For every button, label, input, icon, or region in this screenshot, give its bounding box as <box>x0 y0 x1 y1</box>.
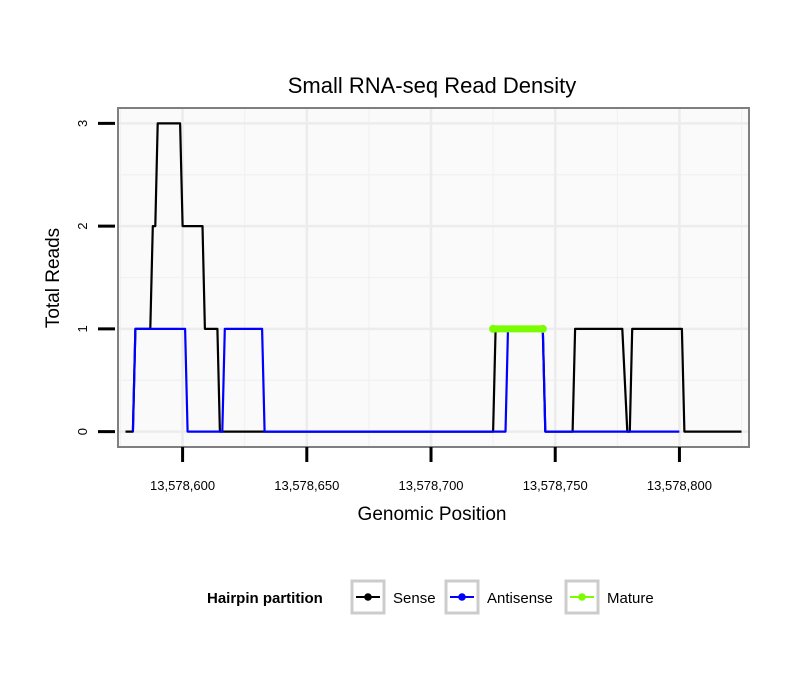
y-tick-label: 3 <box>75 120 90 127</box>
y-tick-label: 1 <box>75 325 90 332</box>
plot-border <box>117 107 750 448</box>
legend-items: Sense Antisense Mature <box>350 579 654 615</box>
series-point-mature <box>489 324 498 333</box>
legend-key-point <box>458 593 466 601</box>
legend-label: Mature <box>607 590 654 607</box>
y-tick-label: 0 <box>75 428 90 435</box>
legend-label: Sense <box>393 590 436 607</box>
axis-ticks: 13,578,600 13,578,650 13,578,700 13,578,750… <box>75 120 712 493</box>
series-lines <box>125 122 742 433</box>
legend-key-point <box>578 593 586 601</box>
y-axis-title: Total Reads <box>43 228 64 328</box>
y-tick-label: 2 <box>75 223 90 230</box>
legend-item-mature: Mature <box>564 579 654 615</box>
x-tick-label: 13,578,600 <box>150 478 215 493</box>
x-tick-label: 13,578,650 <box>274 478 339 493</box>
legend-item-antisense: Antisense <box>444 579 553 615</box>
legend-title: Hairpin partition <box>207 590 323 607</box>
legend-item-sense: Sense <box>350 579 436 615</box>
x-tick-label: 13,578,750 <box>523 478 588 493</box>
legend-label: Antisense <box>487 590 553 607</box>
chart-title: Small RNA-seq Read Density <box>288 73 577 98</box>
series-point-mature <box>538 324 547 333</box>
x-axis-title: Genomic Position <box>358 504 507 525</box>
legend-key-point <box>364 593 372 601</box>
legend: Hairpin partition Sense Antisense Mature <box>207 579 654 615</box>
x-tick-label: 13,578,800 <box>647 478 712 493</box>
x-tick-label: 13,578,700 <box>398 478 463 493</box>
